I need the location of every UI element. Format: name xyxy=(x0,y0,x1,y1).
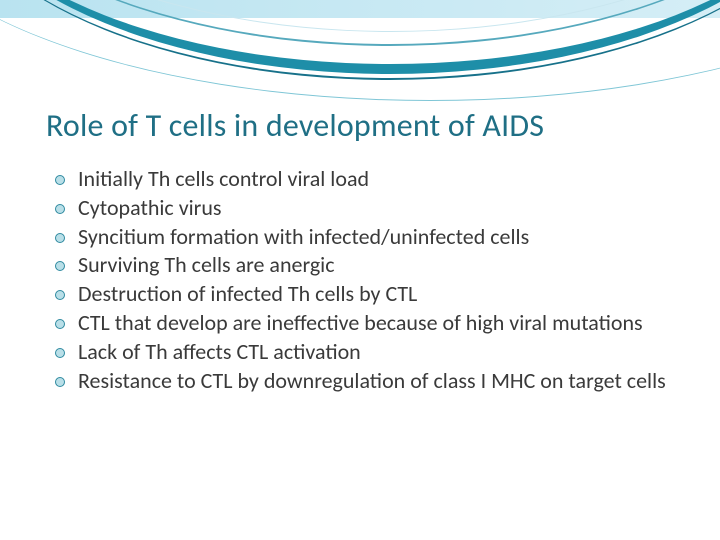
list-item: Initially Th cells control viral load xyxy=(52,166,678,193)
slide: Role of T cells in development of AIDS I… xyxy=(0,0,720,540)
list-item: Surviving Th cells are anergic xyxy=(52,252,678,279)
bullet-text: Lack of Th affects CTL activation xyxy=(78,338,361,365)
list-item: Syncitium formation with infected/uninfe… xyxy=(52,224,678,251)
list-item: Lack of Th affects CTL activation xyxy=(52,339,678,366)
list-item: Destruction of infected Th cells by CTL xyxy=(52,281,678,308)
bullet-text: Resistance to CTL by downregulation of c… xyxy=(78,367,666,394)
bullet-text: Initially Th cells control viral load xyxy=(78,165,369,192)
bullet-text: Cytopathic virus xyxy=(78,194,222,221)
list-item: Resistance to CTL by downregulation of c… xyxy=(52,368,678,395)
bullet-text: Destruction of infected Th cells by CTL xyxy=(78,280,417,307)
list-item: CTL that develop are ineffective because… xyxy=(52,310,678,337)
list-item: Cytopathic virus xyxy=(52,195,678,222)
slide-body: Initially Th cells control viral load Cy… xyxy=(52,166,678,397)
wave-band xyxy=(0,0,720,18)
bullet-text: CTL that develop are ineffective because… xyxy=(78,309,643,336)
slide-title: Role of T cells in development of AIDS xyxy=(46,106,680,145)
bullet-list: Initially Th cells control viral load Cy… xyxy=(52,166,678,395)
bullet-text: Syncitium formation with infected/uninfe… xyxy=(78,223,529,250)
bullet-text: Surviving Th cells are anergic xyxy=(78,251,335,278)
